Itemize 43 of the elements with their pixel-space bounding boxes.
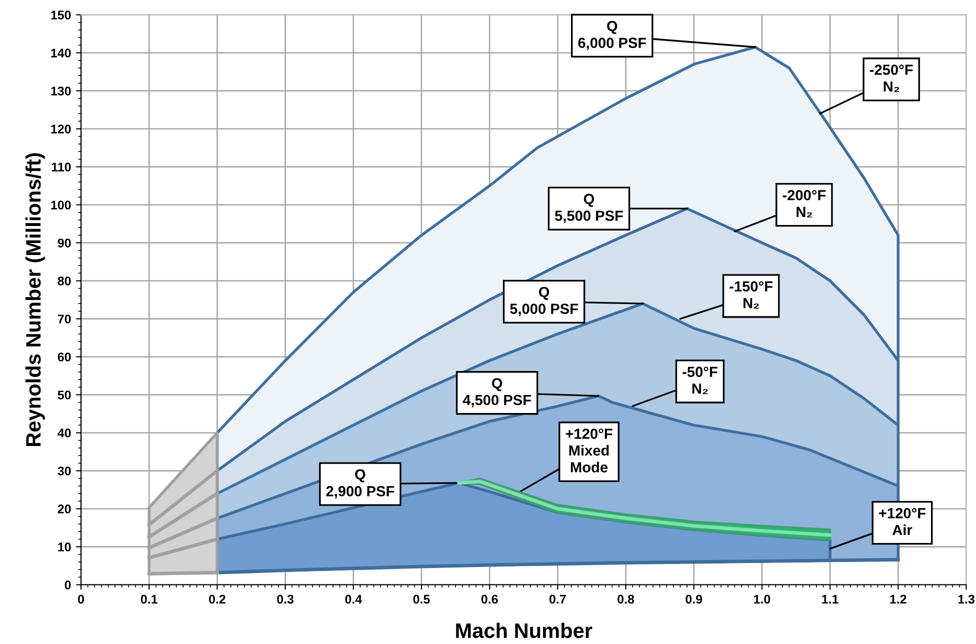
annotation: Q 5,000 PSF [510,286,578,316]
annotation: -250°F N₂ [870,64,913,92]
x-tick-label: 0.1 [140,594,158,604]
y-tick-label: 20 [58,504,71,514]
annotation: Q 2,900 PSF [326,469,394,498]
y-tick-label: 100 [51,200,71,210]
y-tick-label: 140 [51,48,71,58]
y-tick-label: 90 [58,238,71,248]
annotation: Q 5,500 PSF [554,194,623,224]
annotation: +120°F Mixed Mode [566,428,612,472]
x-axis-title: Mach Number [456,622,592,638]
x-tick-label: 0.6 [481,594,498,604]
x-tick-label: 0.3 [277,594,294,604]
y-tick-label: 80 [58,276,71,286]
x-tick-label: 1.2 [890,594,906,604]
x-tick-label: 0.5 [413,594,430,604]
annotation: Q 6,000 PSF [578,20,646,50]
y-tick-label: 0 [64,580,71,590]
x-tick-label: 0 [78,594,84,604]
annotation: -150°F N₂ [730,281,772,309]
annotation: Q 4,500 PSF [462,378,531,408]
y-tick-label: 130 [51,86,71,96]
annotation: -200°F N₂ [782,190,826,218]
x-tick-label: 0.8 [618,594,634,604]
annotation: -50°F N₂ [682,366,718,394]
y-tick-label: 30 [58,466,71,476]
y-tick-label: 60 [58,352,71,362]
y-tick-label: 50 [58,390,71,400]
y-tick-label: 120 [51,124,71,134]
x-tick-label: 0.7 [549,594,566,604]
x-tick-label: 0.9 [686,594,702,604]
x-tick-label: 1.0 [754,594,770,604]
y-tick-label: 10 [58,542,71,552]
x-tick-label: 1.1 [822,594,838,604]
y-tick-label: 110 [52,162,71,172]
y-tick-label: 70 [58,314,71,324]
y-tick-label: 40 [58,428,71,438]
x-tick-label: 0.4 [345,594,362,604]
annotation: +120°F Air [879,508,926,535]
y-axis-title: Reynolds Number (Millions/ft) [25,153,45,446]
x-tick-label: 1.3 [958,594,974,604]
y-tick-label: 150 [51,10,71,20]
x-tick-label: 0.2 [209,594,226,604]
